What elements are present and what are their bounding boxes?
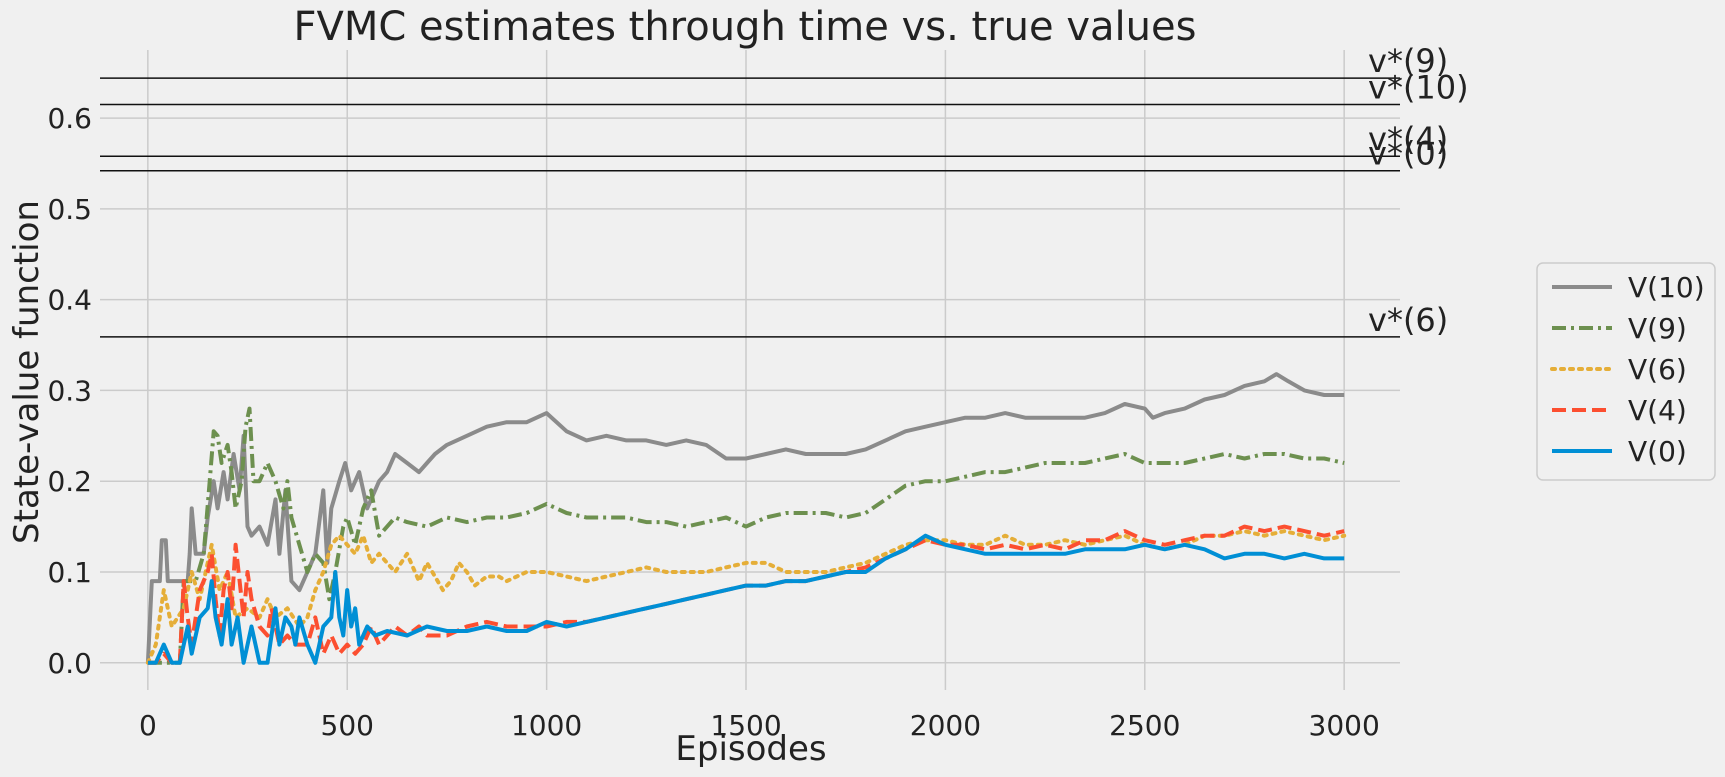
y-axis-title: State-value function	[7, 200, 47, 544]
true-value-label: v*(6)	[1368, 301, 1448, 339]
x-axis-ticks: 0 500 1000 1500 2000 2500 3000	[139, 709, 1380, 742]
x-axis-title: Episodes	[675, 729, 826, 769]
x-tick-label: 2500	[1109, 709, 1180, 742]
chart-title: FVMC estimates through time vs. true val…	[294, 4, 1197, 50]
y-axis-ticks: 0.0 0.1 0.2 0.3 0.4 0.5 0.6	[47, 102, 92, 680]
series-line	[147, 406, 1345, 665]
true-value-label: v*(9)	[1368, 42, 1448, 80]
series-line	[147, 524, 1345, 665]
x-tick-label: 2000	[910, 709, 981, 742]
legend-label: V(4)	[1628, 394, 1687, 427]
legend: V(10) V(9) V(6) V(4) V(0)	[1536, 262, 1716, 481]
y-tick-label: 0.4	[47, 284, 92, 317]
series-line	[145, 372, 1345, 663]
grid	[100, 50, 1400, 690]
legend-label: V(6)	[1628, 353, 1687, 386]
legend-frame	[1536, 262, 1716, 481]
y-tick-label: 0.2	[47, 465, 92, 498]
legend-label: V(9)	[1628, 312, 1687, 345]
series-line	[145, 529, 1347, 665]
true-value-label: v*(10)	[1368, 68, 1469, 106]
x-tick-label: 3000	[1309, 709, 1380, 742]
y-tick-label: 0.6	[47, 102, 92, 135]
x-tick-label: 1000	[511, 709, 582, 742]
x-tick-label: 500	[321, 709, 374, 742]
true-value-label: v*(0)	[1368, 135, 1448, 173]
y-tick-label: 0.0	[47, 647, 92, 680]
x-tick-label: 1500	[710, 709, 781, 742]
y-tick-label: 0.3	[47, 374, 92, 407]
series-lines	[145, 372, 1347, 665]
legend-label: V(0)	[1628, 435, 1687, 468]
x-tick-label: 0	[139, 709, 157, 742]
y-tick-label: 0.5	[47, 193, 92, 226]
series-line	[147, 533, 1345, 665]
true-value-label: v*(4)	[1368, 120, 1448, 158]
y-tick-label: 0.1	[47, 556, 92, 589]
reference-lines: v*(9)v*(10) v*(4)v*(0) v*(6)	[100, 42, 1469, 339]
legend-label: V(10)	[1628, 271, 1705, 304]
